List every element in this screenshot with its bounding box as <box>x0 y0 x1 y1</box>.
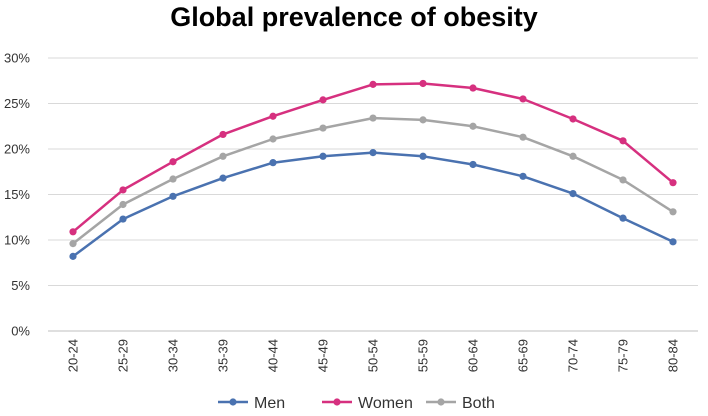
data-point <box>69 240 77 248</box>
legend: Men Women Both <box>218 395 495 412</box>
data-point <box>219 130 227 139</box>
data-point <box>519 95 527 103</box>
x-tick-label: 70-74 <box>566 339 581 372</box>
legend-label: Women <box>358 395 413 412</box>
data-point <box>319 124 327 132</box>
y-tick-label: 25% <box>4 96 30 111</box>
chart-title: Global prevalence of obesity <box>170 2 538 32</box>
x-tick-label: 35-39 <box>216 339 231 372</box>
data-point <box>419 116 427 124</box>
x-tick-label: 25-29 <box>116 339 131 372</box>
data-point <box>69 228 77 236</box>
data-point <box>569 152 577 160</box>
x-tick-label: 80-84 <box>666 339 681 372</box>
x-tick-label: 75-79 <box>616 339 631 372</box>
data-point <box>119 186 127 194</box>
data-point <box>569 189 577 198</box>
data-point <box>369 149 377 157</box>
data-point <box>219 174 227 182</box>
x-tick-label: 50-54 <box>366 339 381 372</box>
data-point <box>219 152 227 160</box>
series-both <box>69 114 677 248</box>
y-tick-label: 30% <box>4 51 30 66</box>
x-tick-label: 30-34 <box>166 339 181 372</box>
data-point <box>669 179 677 187</box>
data-point <box>69 252 77 260</box>
data-point <box>519 172 527 180</box>
data-point <box>469 84 477 92</box>
data-point <box>169 192 177 200</box>
data-point <box>669 208 677 216</box>
x-tick-label: 55-59 <box>416 339 431 372</box>
series-line <box>71 116 675 245</box>
gridlines <box>48 57 698 332</box>
legend-swatch-marker <box>437 398 445 406</box>
y-tick-label: 20% <box>4 142 30 157</box>
x-tick-label: 20-24 <box>66 339 81 372</box>
x-tick-label: 45-49 <box>316 339 331 372</box>
data-point <box>619 176 627 184</box>
series-women <box>69 79 677 236</box>
legend-swatch-marker <box>333 398 341 406</box>
legend-item: Men <box>218 395 285 412</box>
data-point <box>469 160 477 169</box>
data-point <box>619 137 627 145</box>
x-tick-label: 40-44 <box>266 339 281 372</box>
data-point <box>169 158 177 166</box>
data-point <box>619 214 627 222</box>
y-axis-ticks: 0% 5% 10% 15% 20% 25% 30% <box>4 51 30 339</box>
data-point <box>419 79 427 88</box>
data-point <box>569 115 577 123</box>
series-lines <box>69 79 677 260</box>
data-point <box>119 200 127 209</box>
data-point <box>369 80 377 88</box>
x-axis-ticks: 20-24 25-29 30-34 35-39 40-44 45-49 50-54 55-59… <box>66 339 681 372</box>
data-point <box>319 152 327 160</box>
series-line <box>71 82 675 234</box>
data-point <box>469 122 477 130</box>
series-men <box>69 149 677 260</box>
y-tick-label: 5% <box>11 278 30 293</box>
legend-swatch-marker <box>229 398 237 406</box>
data-point <box>369 114 377 122</box>
y-tick-label: 10% <box>4 233 30 248</box>
data-point <box>519 133 527 141</box>
data-point <box>269 112 277 120</box>
data-point <box>669 238 677 246</box>
data-point <box>269 135 277 143</box>
data-point <box>269 159 277 167</box>
data-point <box>169 175 177 183</box>
y-tick-label: 0% <box>11 324 30 339</box>
x-tick-label: 60-64 <box>466 339 481 372</box>
x-tick-label: 65-69 <box>516 339 531 372</box>
y-tick-label: 15% <box>4 187 30 202</box>
legend-item: Women <box>322 395 413 412</box>
data-point <box>319 96 327 104</box>
data-point <box>119 215 127 223</box>
data-point <box>419 152 427 160</box>
legend-label: Both <box>462 395 495 412</box>
legend-item: Both <box>426 395 495 412</box>
legend-label: Men <box>254 395 285 412</box>
